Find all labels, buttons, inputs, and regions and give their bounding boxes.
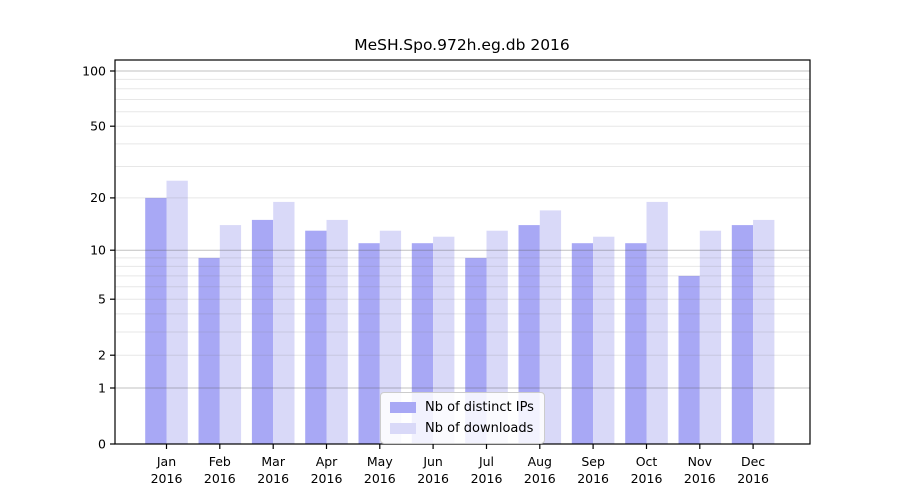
x-tick-label-year: 2016 xyxy=(631,471,663,486)
y-tick-label: 0 xyxy=(98,436,106,451)
x-tick-label-year: 2016 xyxy=(577,471,609,486)
bar-ips-feb xyxy=(198,257,220,444)
legend: Nb of distinct IPs Nb of downloads xyxy=(380,392,545,444)
bar-downloads-may xyxy=(379,230,402,444)
bar-ips-dec xyxy=(731,225,754,444)
bar-downloads-jan xyxy=(166,180,188,444)
y-tick-label: 10 xyxy=(90,243,106,258)
y-tick-label: 50 xyxy=(90,119,106,134)
legend-item-downloads: Nb of downloads xyxy=(390,421,534,436)
bar-ips-oct xyxy=(625,243,647,444)
legend-item-distinct-ips: Nb of distinct IPs xyxy=(390,400,534,415)
legend-swatch-downloads xyxy=(390,423,416,434)
x-tick-label-month: Sep xyxy=(581,454,605,469)
x-tick-label-year: 2016 xyxy=(364,471,396,486)
y-tick-label: 20 xyxy=(90,190,106,205)
x-tick-label-year: 2016 xyxy=(684,471,716,486)
x-tick-label-month: Jul xyxy=(478,454,494,469)
bar-downloads-nov xyxy=(699,230,722,444)
bar-downloads-dec xyxy=(753,219,775,444)
x-tick-label-month: Nov xyxy=(688,454,713,469)
x-tick-label-month: Jan xyxy=(156,454,176,469)
x-tick-label-year: 2016 xyxy=(471,471,503,486)
bar-ips-apr xyxy=(305,230,327,444)
y-tick-label: 5 xyxy=(98,292,106,307)
bar-downloads-mar xyxy=(273,201,295,444)
x-tick-label-year: 2016 xyxy=(257,471,289,486)
legend-label-downloads: Nb of downloads xyxy=(425,421,534,436)
bar-downloads-apr xyxy=(326,219,348,444)
x-tick-label-year: 2016 xyxy=(311,471,343,486)
bar-downloads-jul xyxy=(486,230,508,444)
bar-downloads-feb xyxy=(219,225,242,444)
bar-downloads-sep xyxy=(593,236,615,444)
bar-ips-may xyxy=(358,243,380,444)
x-tick-label-month: Apr xyxy=(316,454,338,469)
x-tick-label-month: May xyxy=(367,454,393,469)
x-tick-label-month: Oct xyxy=(636,454,658,469)
legend-swatch-distinct-ips xyxy=(390,402,416,413)
x-tick-label-year: 2016 xyxy=(151,471,183,486)
x-tick-label-year: 2016 xyxy=(417,471,449,486)
x-tick-label-year: 2016 xyxy=(524,471,556,486)
x-tick-label-month: Feb xyxy=(209,454,231,469)
bar-ips-nov xyxy=(678,275,700,444)
legend-label-distinct-ips: Nb of distinct IPs xyxy=(425,400,534,415)
y-tick-label: 1 xyxy=(98,380,106,395)
bar-ips-sep xyxy=(571,243,594,444)
x-tick-label-year: 2016 xyxy=(204,471,236,486)
y-tick-label: 100 xyxy=(82,63,106,78)
bar-ips-aug xyxy=(518,225,540,444)
y-tick-label: 2 xyxy=(98,348,106,363)
bar-ips-mar xyxy=(251,219,274,444)
plot-frame xyxy=(114,59,811,445)
x-tick-label-month: Jun xyxy=(422,454,443,469)
bar-ips-jan xyxy=(145,197,167,444)
chart-title: MeSH.Spo.972h.eg.db 2016 xyxy=(354,36,570,54)
x-tick-label-month: Dec xyxy=(741,454,765,469)
x-tick-label-year: 2016 xyxy=(737,471,769,486)
bar-downloads-aug xyxy=(539,210,562,444)
bar-downloads-oct xyxy=(646,201,668,444)
x-tick-label-month: Aug xyxy=(528,454,552,469)
x-tick-label-month: Mar xyxy=(261,454,285,469)
